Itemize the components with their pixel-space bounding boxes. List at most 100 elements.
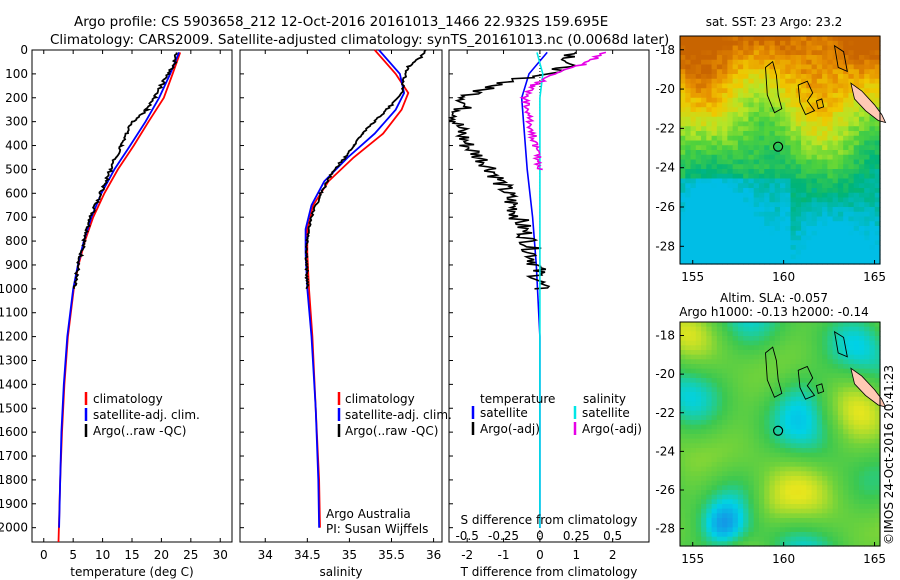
map-cell xyxy=(685,424,692,430)
map-cell xyxy=(716,424,723,430)
map-cell xyxy=(737,508,744,514)
map-cell xyxy=(737,373,744,379)
map-cell xyxy=(785,116,792,123)
map-cell xyxy=(764,354,771,360)
map-cell xyxy=(848,245,855,251)
new-caledonia-land xyxy=(850,367,887,408)
map-cell xyxy=(711,504,718,510)
map-cell xyxy=(843,378,850,384)
map-cell xyxy=(811,410,818,416)
map-cell xyxy=(827,107,834,113)
map-cell xyxy=(837,135,844,142)
map-cell xyxy=(837,429,844,435)
map-cell xyxy=(737,169,744,175)
map-cell xyxy=(737,107,744,113)
map-cell xyxy=(853,532,860,538)
map-cell xyxy=(695,135,702,142)
map-cell xyxy=(711,420,718,426)
map-cell xyxy=(795,359,802,365)
map-cell xyxy=(716,387,723,393)
map-cell xyxy=(827,140,834,146)
map-cell xyxy=(680,135,686,142)
map-cell xyxy=(837,480,844,486)
map-cell xyxy=(853,452,860,458)
map-cell xyxy=(748,197,755,203)
map-cell xyxy=(822,336,828,342)
map-cell xyxy=(690,183,697,189)
map-cell xyxy=(690,396,697,402)
map-cell xyxy=(790,536,797,542)
map-cell xyxy=(874,462,881,468)
map-cell xyxy=(695,536,702,542)
map-cell xyxy=(853,116,860,123)
map-cell xyxy=(874,150,881,156)
map-cell xyxy=(832,135,839,142)
map-cell xyxy=(785,207,792,213)
legend-label: climatology xyxy=(93,392,163,406)
map-cell xyxy=(727,536,734,542)
map-cell xyxy=(837,112,844,118)
map-cell xyxy=(811,476,818,482)
map-cell xyxy=(811,490,818,496)
map-cell xyxy=(758,150,765,156)
map-cell xyxy=(727,504,734,510)
map-cell xyxy=(706,126,713,132)
map-cell xyxy=(722,359,728,365)
map-cell xyxy=(874,140,881,146)
map-cell xyxy=(816,131,823,137)
map-cell xyxy=(790,178,797,184)
map-cell xyxy=(843,392,850,398)
lat-tick-label: -22 xyxy=(655,121,675,135)
map-cell xyxy=(722,207,728,213)
map-cell xyxy=(790,249,797,256)
map-cell xyxy=(806,536,813,542)
map-cell xyxy=(785,532,792,538)
map-cell xyxy=(811,240,818,246)
map-cell xyxy=(780,541,786,547)
map-cell xyxy=(827,55,834,61)
map-cell xyxy=(732,434,739,440)
map-cell xyxy=(822,532,828,538)
map-cell xyxy=(816,532,823,538)
map-cell xyxy=(832,55,839,61)
map-cell xyxy=(869,406,876,412)
map-cell xyxy=(690,336,697,342)
map-cell xyxy=(748,211,755,218)
map-cell xyxy=(874,40,881,47)
map-cell xyxy=(874,368,881,374)
map-cell xyxy=(822,145,828,151)
map-cell xyxy=(732,97,739,104)
map-cell xyxy=(780,121,786,127)
map-cell xyxy=(790,69,797,75)
map-cell xyxy=(722,443,728,449)
map-cell xyxy=(716,188,723,194)
map-cell xyxy=(795,434,802,440)
map-cell xyxy=(701,131,707,137)
map-cell xyxy=(711,230,718,237)
map-cell xyxy=(716,373,723,379)
map-cell xyxy=(822,230,828,237)
map-cell xyxy=(711,485,718,491)
map-cell xyxy=(785,336,792,342)
map-cell xyxy=(874,154,881,161)
map-cell xyxy=(711,406,718,412)
map-cell xyxy=(743,249,750,256)
map-cell xyxy=(811,211,818,218)
map-cell xyxy=(848,354,855,360)
map-cell xyxy=(748,235,755,241)
map-cell xyxy=(874,336,881,342)
map-cell xyxy=(801,368,807,374)
map-cell xyxy=(801,364,807,370)
map-cell xyxy=(827,116,834,123)
map-cell xyxy=(790,97,797,104)
map-cell xyxy=(732,154,739,161)
map-cell xyxy=(716,522,723,528)
map-cell xyxy=(764,340,771,346)
map-cell xyxy=(858,112,865,118)
map-cell xyxy=(858,259,865,265)
map-cell xyxy=(737,518,744,524)
map-cell xyxy=(727,462,734,468)
map-cell xyxy=(801,40,807,47)
map-cell xyxy=(864,471,871,477)
map-cell xyxy=(758,221,765,227)
